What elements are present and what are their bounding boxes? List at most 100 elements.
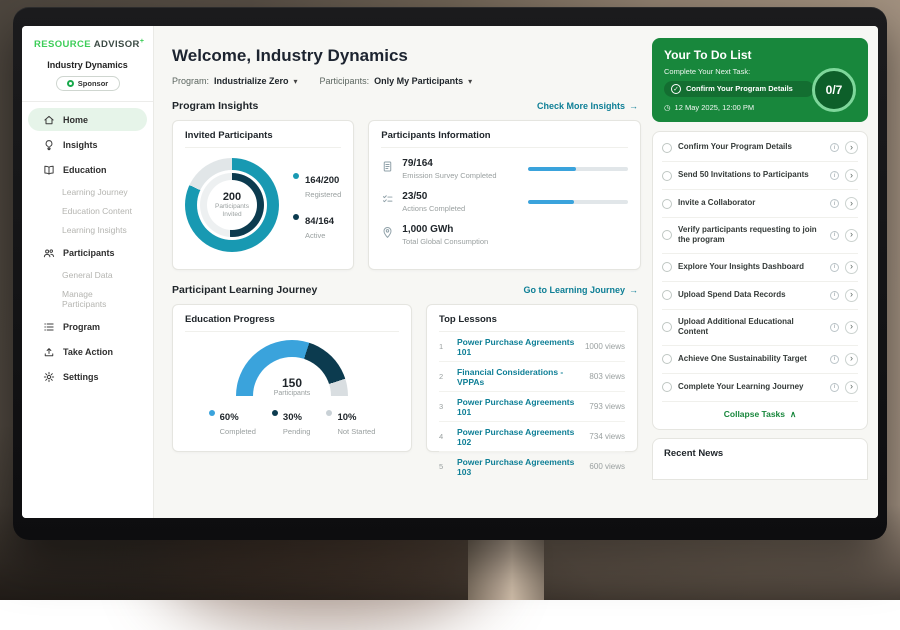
check-more-insights-link[interactable]: Check More Insights →	[537, 101, 638, 111]
legend-dot	[209, 410, 215, 416]
info-icon: i	[830, 143, 839, 152]
logo-resource-text: RESOURCE	[34, 39, 91, 50]
donut-legend: 164/200 Registered 84/164 Active	[293, 170, 341, 240]
chevron-down-icon: ▾	[294, 77, 298, 86]
sidebar-item-label: Insights	[63, 140, 98, 150]
task-checkbox[interactable]	[662, 230, 672, 240]
progress-bar	[528, 167, 628, 171]
task-checkbox[interactable]	[662, 199, 672, 209]
go-to-learning-journey-link[interactable]: Go to Learning Journey →	[523, 285, 638, 295]
lesson-link[interactable]: Power Purchase Agreements 101	[457, 337, 577, 357]
task-row[interactable]: Upload Additional Educational Content i …	[662, 310, 858, 346]
gear-icon	[42, 370, 55, 383]
sidebar-item-participants[interactable]: Participants	[28, 241, 147, 264]
task-row[interactable]: Send 50 Invitations to Participants i ›	[662, 162, 858, 190]
sidebar-item-label: Program	[63, 322, 100, 332]
sponsor-icon	[67, 80, 74, 87]
sidebar-item-education-content[interactable]: Education Content	[28, 202, 147, 220]
sidebar-item-program[interactable]: Program	[28, 315, 147, 338]
link-label: Go to Learning Journey	[523, 285, 625, 295]
sidebar-item-education[interactable]: Education	[28, 158, 147, 181]
lesson-link[interactable]: Power Purchase Agreements 101	[457, 397, 581, 417]
sponsor-badge[interactable]: Sponsor	[56, 76, 120, 91]
task-checkbox[interactable]	[662, 382, 672, 392]
sidebar-item-label: Education	[63, 165, 107, 175]
sidebar-item-settings[interactable]: Settings	[28, 365, 147, 388]
task-row[interactable]: Upload Spend Data Records i ›	[662, 282, 858, 310]
lesson-row: 3 Power Purchase Agreements 101 793 view…	[439, 392, 625, 422]
task-row[interactable]: Invite a Collaborator i ›	[662, 190, 858, 218]
task-row[interactable]: Explore Your Insights Dashboard i ›	[662, 254, 858, 282]
chevron-right-icon[interactable]: ›	[845, 353, 858, 366]
task-checkbox[interactable]	[662, 171, 672, 181]
lesson-link[interactable]: Power Purchase Agreements 103	[457, 457, 581, 477]
chevron-right-icon[interactable]: ›	[845, 197, 858, 210]
chevron-right-icon[interactable]: ›	[845, 229, 858, 242]
list-icon	[42, 320, 55, 333]
sidebar-item-label: Home	[63, 115, 88, 125]
education-progress-card: Education Progress 150 Participants	[172, 304, 412, 452]
participants-dropdown[interactable]: Participants: Only My Participants ▾	[320, 76, 473, 86]
sidebar-item-insights[interactable]: Insights	[28, 133, 147, 156]
chevron-right-icon[interactable]: ›	[845, 289, 858, 302]
chevron-right-icon[interactable]: ›	[845, 141, 858, 154]
chevron-right-icon[interactable]: ›	[845, 381, 858, 394]
card-title: Education Progress	[185, 314, 399, 332]
task-row[interactable]: Complete Your Learning Journey i ›	[662, 374, 858, 402]
lesson-row: 5 Power Purchase Agreements 103 600 view…	[439, 452, 625, 481]
collapse-tasks-button[interactable]: Collapse Tasks ∧	[662, 402, 858, 427]
sidebar-item-label: Learning Insights	[62, 225, 127, 235]
section-title-program-insights: Program Insights	[172, 100, 258, 112]
lesson-link[interactable]: Power Purchase Agreements 102	[457, 427, 581, 447]
next-task-chip[interactable]: ✓ Confirm Your Program Details	[664, 81, 814, 97]
content-area: Welcome, Industry Dynamics Program: Indu…	[154, 26, 878, 518]
sidebar-item-manage-participants[interactable]: Manage Participants	[28, 285, 147, 313]
lightbulb-icon	[42, 138, 55, 151]
task-checkbox[interactable]	[662, 290, 672, 300]
program-dropdown[interactable]: Program: Industrialize Zero ▾	[172, 76, 298, 86]
task-row[interactable]: Confirm Your Program Details i ›	[662, 134, 858, 162]
info-icon: i	[830, 383, 839, 392]
task-checkbox[interactable]	[662, 143, 672, 153]
next-task-label: Confirm Your Program Details	[686, 85, 793, 94]
learning-journey-header: Participant Learning Journey Go to Learn…	[172, 284, 638, 296]
sidebar-item-home[interactable]: Home	[28, 108, 147, 131]
lesson-row: 1 Power Purchase Agreements 101 1000 vie…	[439, 332, 625, 362]
lesson-link[interactable]: Financial Considerations - VPPAs	[457, 367, 581, 387]
education-progress-gauge-chart: 150 Participants	[236, 340, 348, 397]
info-row-emission-survey: 79/164 Emission Survey Completed	[381, 158, 628, 180]
sidebar-item-learning-insights[interactable]: Learning Insights	[28, 221, 147, 239]
filter-bar: Program: Industrialize Zero ▾ Participan…	[172, 76, 638, 86]
legend-dot	[326, 410, 332, 416]
info-icon: i	[830, 291, 839, 300]
task-checkbox[interactable]	[662, 262, 672, 272]
sidebar-item-learning-journey[interactable]: Learning Journey	[28, 183, 147, 201]
todo-title: Your To Do List	[664, 48, 856, 62]
task-row[interactable]: Verify participants requesting to join t…	[662, 218, 858, 254]
todo-panel: Your To Do List Complete Your Next Task:…	[648, 26, 878, 518]
todo-progress-badge: 0/7	[812, 68, 856, 112]
sidebar-item-label: Take Action	[63, 347, 113, 357]
link-label: Check More Insights	[537, 101, 625, 111]
check-icon: ✓	[671, 84, 681, 94]
survey-document-icon	[381, 160, 394, 178]
chevron-right-icon[interactable]: ›	[845, 321, 858, 334]
info-icon: i	[830, 323, 839, 332]
info-row-actions: 23/50 Actions Completed	[381, 191, 628, 213]
sidebar-item-take-action[interactable]: Take Action	[28, 340, 147, 363]
info-icon: i	[830, 199, 839, 208]
sidebar-item-label: Manage Participants	[62, 289, 133, 309]
recent-news-card[interactable]: Recent News	[652, 438, 868, 480]
card-title: Participants Information	[381, 130, 628, 148]
sidebar-item-general-data[interactable]: General Data	[28, 266, 147, 284]
sidebar: RESOURCE ADVISOR+ Industry Dynamics Spon…	[22, 26, 154, 518]
chevron-right-icon[interactable]: ›	[845, 261, 858, 274]
task-checkbox[interactable]	[662, 354, 672, 364]
book-icon	[42, 163, 55, 176]
task-checkbox[interactable]	[662, 322, 672, 332]
task-row[interactable]: Achieve One Sustainability Target i ›	[662, 346, 858, 374]
section-title-learning-journey: Participant Learning Journey	[172, 284, 317, 296]
chevron-right-icon[interactable]: ›	[845, 169, 858, 182]
arrow-right-icon: →	[629, 101, 638, 111]
lesson-row: 4 Power Purchase Agreements 102 734 view…	[439, 422, 625, 452]
